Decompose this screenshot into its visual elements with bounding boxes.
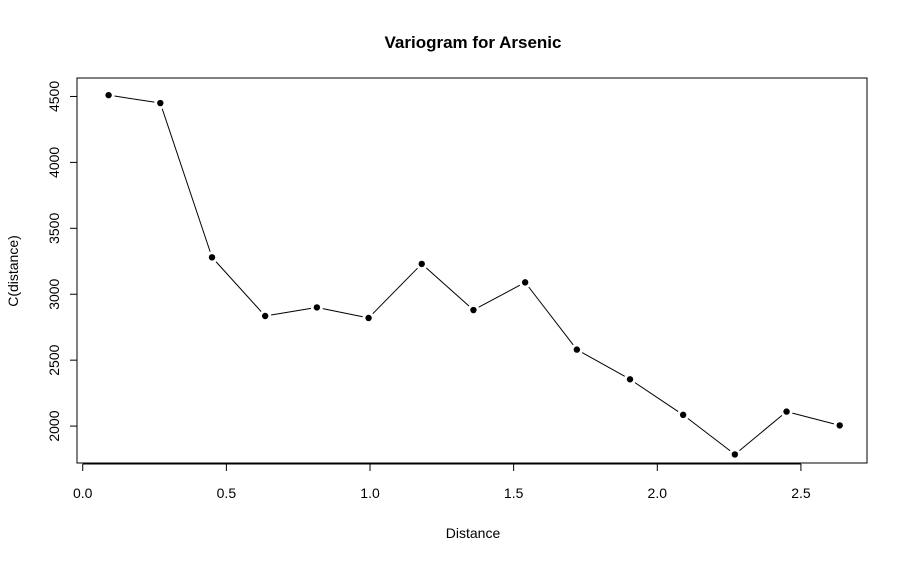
series-segment — [161, 108, 211, 252]
data-point — [261, 312, 269, 320]
series-points — [105, 91, 843, 458]
y-tick-label: 2000 — [46, 410, 62, 441]
series-segment — [322, 308, 363, 318]
series-segment — [581, 352, 626, 377]
y-tick-label: 2500 — [46, 344, 62, 375]
data-point — [208, 254, 216, 261]
series-segment — [372, 267, 418, 315]
series-line — [114, 95, 835, 452]
series-segment — [634, 382, 679, 412]
x-tick-label: 2.0 — [648, 485, 668, 501]
data-point — [836, 422, 843, 429]
y-tick-label: 3000 — [46, 278, 62, 309]
x-tick-label: 0.5 — [217, 485, 237, 501]
data-point — [470, 306, 477, 314]
series-segment — [114, 95, 155, 103]
data-point — [105, 91, 112, 99]
series-segment — [687, 418, 731, 452]
x-tick-label: 2.5 — [791, 485, 811, 501]
series-segment — [271, 307, 312, 316]
data-point — [313, 304, 321, 311]
x-axis-label: Distance — [446, 525, 501, 541]
series-segment — [739, 415, 783, 451]
y-tick-label: 4500 — [46, 81, 62, 112]
series-segment — [425, 267, 470, 307]
x-tick-label: 1.5 — [504, 485, 524, 501]
data-point — [731, 451, 739, 458]
data-point — [626, 376, 634, 383]
x-axis: 0.0 0.5 1.0 1.5 2.0 2.5 — [73, 463, 811, 501]
data-point — [573, 346, 581, 353]
chart-title: Variogram for Arsenic — [385, 33, 562, 52]
y-tick-label: 3500 — [46, 213, 62, 244]
x-tick-label: 0.0 — [73, 485, 93, 501]
series-segment — [792, 412, 835, 425]
data-point — [679, 411, 687, 419]
data-point — [365, 314, 372, 322]
data-point — [521, 279, 529, 286]
series-segment — [215, 261, 262, 312]
plot-frame — [76, 77, 868, 464]
data-point — [157, 99, 164, 107]
y-tick-label: 4000 — [46, 147, 62, 178]
series-segment — [528, 286, 574, 346]
data-point — [783, 408, 790, 415]
y-axis: 2000 2500 3000 3500 4000 4500 — [46, 81, 78, 442]
x-tick-label: 1.0 — [360, 485, 380, 501]
series-segment — [478, 284, 521, 308]
data-point — [418, 260, 425, 268]
y-axis-label: C(distance) — [5, 235, 21, 307]
